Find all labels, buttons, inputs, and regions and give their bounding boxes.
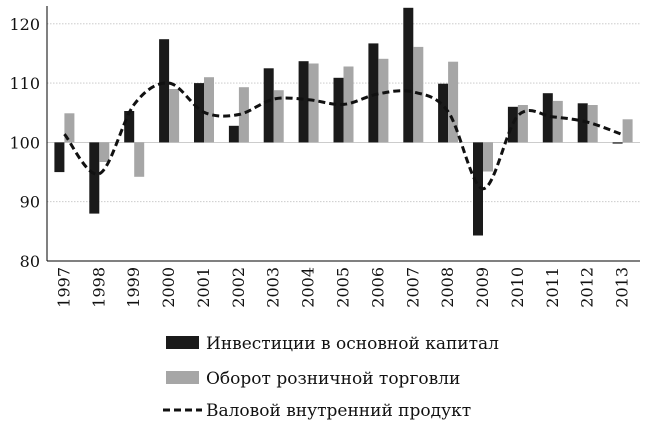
retail-bar xyxy=(378,58,389,143)
investment-bar xyxy=(263,68,274,143)
investment-bar xyxy=(159,39,170,143)
x-tick-label: 2007 xyxy=(403,267,422,308)
legend-label: Валовой внутренний продукт xyxy=(206,401,471,421)
x-tick-label: 2006 xyxy=(368,267,387,308)
retail-bar xyxy=(343,66,354,143)
gdp-line-group xyxy=(63,81,624,191)
retail-bar xyxy=(517,105,528,143)
legend-swatch xyxy=(166,371,199,384)
investment-bar xyxy=(473,142,483,236)
x-tick-label: 2011 xyxy=(543,267,562,308)
investment-bar xyxy=(403,7,414,143)
x-tick-label: 2010 xyxy=(508,267,527,308)
retail-bar xyxy=(64,113,75,143)
gdp-line xyxy=(63,81,624,191)
y-tick-label: 100 xyxy=(9,133,40,152)
axes xyxy=(46,6,640,262)
x-tick-label: 2012 xyxy=(578,267,597,308)
legend-label: Инвестиции в основной капитал xyxy=(206,334,499,354)
retail-bar xyxy=(483,142,493,172)
investment-bar xyxy=(333,77,344,143)
x-tick-label: 2004 xyxy=(299,267,318,308)
retail-bar xyxy=(238,87,249,143)
investment-bar xyxy=(577,103,588,143)
y-tick-label: 90 xyxy=(20,193,40,212)
retail-bar xyxy=(273,90,284,143)
x-tick-label: 1997 xyxy=(54,267,73,308)
investment-bar xyxy=(228,125,239,143)
x-tick-label: 2000 xyxy=(159,267,178,308)
x-tick-label: 2008 xyxy=(438,267,457,308)
investment-bar xyxy=(507,106,518,143)
retail-bar xyxy=(134,142,145,177)
retail-bar xyxy=(448,61,459,143)
retail-bar xyxy=(99,142,110,162)
investment-bar xyxy=(89,142,100,214)
x-tick-label: 2002 xyxy=(229,267,248,308)
x-tick-label: 2005 xyxy=(334,267,353,308)
x-tick-label: 2003 xyxy=(264,267,283,308)
x-tick-label: 2013 xyxy=(613,267,632,308)
retail-bar xyxy=(169,89,180,143)
investment-bar xyxy=(368,43,379,143)
investment-bar xyxy=(438,83,449,143)
investment-bar xyxy=(612,142,623,144)
investment-bar xyxy=(124,111,135,143)
x-tick-label: 1999 xyxy=(124,267,143,308)
legend-swatch xyxy=(166,336,199,349)
y-tick-labels: 80 90 100 110 120 xyxy=(9,15,40,271)
legend-label: Оборот розничной торговли xyxy=(206,369,460,389)
y-tick-label: 120 xyxy=(9,15,40,34)
investment-bar xyxy=(542,93,553,143)
retail-bar xyxy=(587,105,598,143)
x-tick-label: 1998 xyxy=(89,267,108,308)
x-tick-label: 2001 xyxy=(194,267,213,308)
retail-bar xyxy=(308,63,319,143)
legend: Инвестиции в основной капитал Оборот розн… xyxy=(163,334,499,421)
investment-bar xyxy=(194,83,204,143)
retail-bar xyxy=(622,119,633,143)
x-tick-label: 2009 xyxy=(473,267,492,308)
y-tick-label: 80 xyxy=(20,252,40,271)
y-tick-label: 110 xyxy=(9,74,40,93)
retail-bar xyxy=(204,77,214,143)
investment-bar xyxy=(298,61,309,143)
investment-bar xyxy=(54,142,65,173)
x-tick-labels: 1997 1998 1999 2000 2001 2002 2003 2004 2005 2006… xyxy=(54,267,631,308)
retail-bar xyxy=(552,100,563,143)
